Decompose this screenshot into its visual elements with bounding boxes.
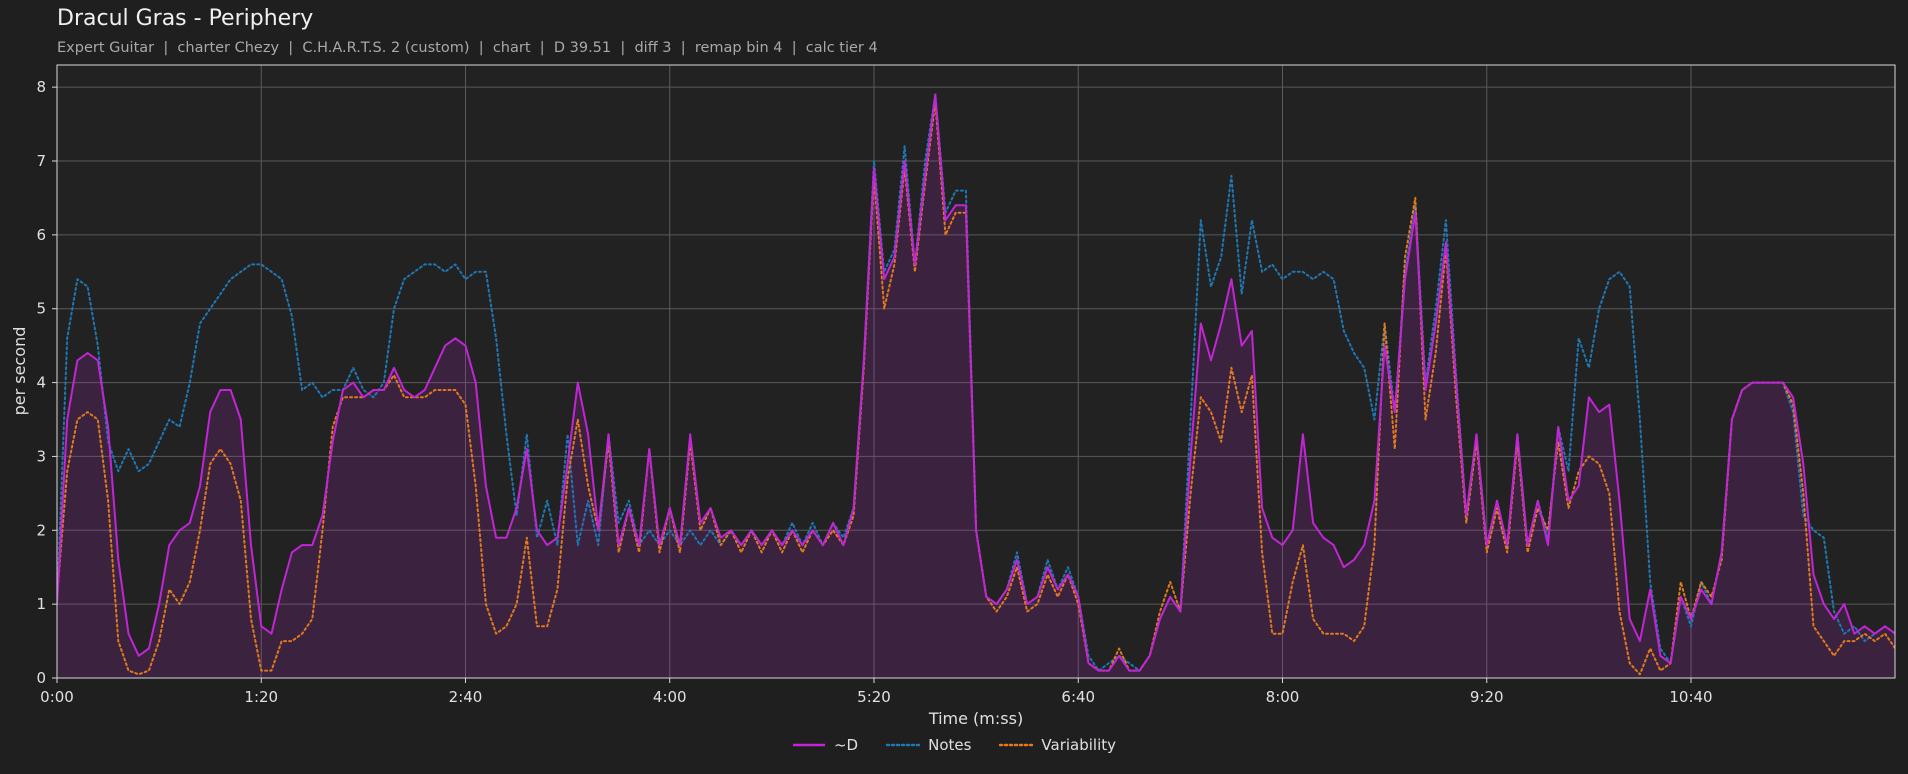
plot-area	[57, 65, 1895, 678]
y-tick-label: 5	[36, 300, 46, 318]
series-line-d	[57, 93, 1895, 672]
y-tick-label: 8	[36, 78, 46, 96]
legend-item: Notes	[886, 736, 971, 754]
legend-item: ~D	[792, 736, 858, 754]
plot-frame	[56, 64, 1896, 679]
series-fill-d	[57, 94, 1895, 678]
y-tick-label: 4	[36, 374, 46, 392]
y-axis-label: per second	[10, 327, 29, 416]
legend-swatch	[792, 743, 825, 747]
legend-swatch	[999, 743, 1034, 747]
x-tick-label: 4:00	[653, 688, 687, 706]
x-tick-label: 1:20	[244, 688, 278, 706]
y-tick-label: 1	[36, 595, 46, 613]
y-tick-label: 3	[36, 447, 46, 465]
chart-svg: 0:00 1:20 2:40 4:00 5:20 6:40 8:00 9:20 10:40 0 1…	[10, 64, 1896, 728]
legend-item: Variability	[999, 736, 1116, 754]
y-tick-label: 2	[36, 521, 46, 539]
x-tick-label: 0:00	[40, 688, 74, 706]
series-group	[57, 93, 1895, 678]
x-tick-label: 2:40	[449, 688, 483, 706]
legend-label: ~D	[833, 736, 859, 754]
x-axis-ticks: 0:00 1:20 2:40 4:00 5:20 6:40 8:00 9:20 10:40	[40, 678, 1713, 706]
chart-title: Dracul Gras - Periphery	[57, 6, 314, 31]
x-tick-label: 10:40	[1669, 688, 1712, 706]
chart-subtitle: Expert Guitar | charter Chezy | C.H.A.R.…	[57, 40, 878, 56]
legend-label: Notes	[928, 736, 972, 754]
legend: ~D Notes Variability	[0, 736, 1908, 754]
x-tick-label: 9:20	[1470, 688, 1504, 706]
y-tick-label: 0	[36, 669, 46, 687]
y-tick-label: 6	[36, 226, 46, 244]
legend-swatch	[886, 743, 921, 747]
series-clip	[57, 93, 1895, 678]
x-axis-label: Time (m:ss)	[928, 709, 1023, 728]
x-tick-label: 5:20	[857, 688, 891, 706]
legend-label: Variability	[1041, 736, 1117, 754]
x-tick-label: 6:40	[1061, 688, 1095, 706]
y-tick-label: 7	[36, 152, 46, 170]
y-axis-ticks: 0 1 2 3 4 5 6 7 8	[36, 78, 57, 687]
x-tick-label: 8:00	[1266, 688, 1300, 706]
